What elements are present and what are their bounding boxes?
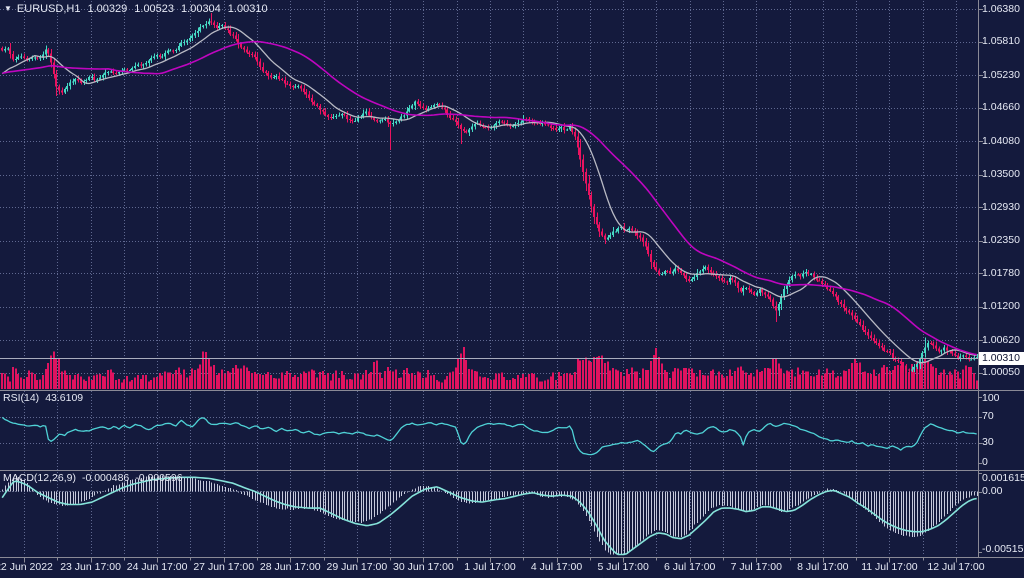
current-price-tag: 1.00310 (979, 352, 1024, 365)
time-axis-label: 7 Jul 17:00 (730, 561, 782, 573)
grid-layer (0, 1, 978, 556)
ma-fast-line (1, 26, 977, 364)
time-axis-label: 30 Jun 17:00 (393, 561, 454, 573)
price-axis-label: 1.03500 (982, 168, 1020, 181)
macd-name: MACD(12,26,9) (3, 471, 76, 484)
bar-high-value: 1.00523 (134, 3, 175, 15)
price-axis-label: 1.05810 (982, 35, 1020, 48)
time-axis-label: 4 Jul 17:00 (530, 561, 583, 573)
macd-signal-value: -0.000596 (135, 471, 183, 484)
ma-slow-line (2, 40, 977, 356)
chart-header: ▼ EURUSD,H1 1.00329 1.00523 1.00304 1.00310 (4, 3, 275, 16)
symbol-dropdown-icon[interactable]: ▼ (4, 4, 12, 13)
volume-layer (1, 347, 978, 389)
bar-close-value: 1.00310 (227, 3, 268, 15)
price-axis-label: 1.00620 (982, 333, 1020, 346)
time-axis-label: 29 Jun 17:00 (326, 561, 388, 573)
time-axis-label: 1 Jul 17:00 (464, 561, 516, 573)
price-axis-label: 1.01200 (982, 300, 1020, 313)
price-axis-label: 1.04660 (982, 101, 1020, 114)
bar-low-value: 1.00304 (181, 3, 221, 15)
macd-axis-label: 0.00 (982, 485, 1003, 497)
rsi-axis-label: 30 (982, 436, 994, 449)
rsi-indicator-label: RSI(14) 43.6109 (3, 392, 89, 405)
time-axis-label: 11 Jul 17:00 (861, 561, 918, 573)
panel-separators (0, 0, 1024, 558)
time-axis-label: 22 Jun 2022 (0, 561, 53, 573)
rsi-name: RSI(14) (3, 391, 40, 404)
rsi-axis-label: 0 (982, 456, 988, 468)
time-axis-label: 28 Jun 17:00 (259, 561, 321, 573)
time-axis-label: 24 Jun 17:00 (126, 561, 188, 573)
price-axis-label: 1.06380 (982, 2, 1020, 15)
price-axis-label: 1.05230 (982, 68, 1020, 81)
macd-main-value: -0.000486 (81, 471, 130, 484)
price-axis-label: 1.04080 (982, 134, 1020, 147)
axis-ticks (24, 9, 983, 563)
rsi-line (1, 416, 977, 456)
symbol-period-label: EURUSD,H1 (16, 3, 81, 15)
price-axis-label: 1.00050 (982, 366, 1020, 379)
price-axis-label: 1.02350 (982, 234, 1020, 247)
rsi-value: 43.6109 (45, 391, 84, 404)
macd-axis-label: 0.001615 (982, 472, 1024, 484)
time-axis-label: 6 Jul 17:00 (664, 561, 716, 573)
time-axis-label: 5 Jul 17:00 (597, 561, 649, 573)
time-axis-label: 27 Jun 17:00 (193, 561, 255, 573)
price-axis-label: 1.02930 (982, 200, 1020, 213)
bar-open-value: 1.00329 (87, 3, 128, 15)
rsi-axis-label: 70 (982, 410, 994, 423)
macd-indicator-label: MACD(12,26,9) -0.000486 -0.000596 (3, 472, 189, 485)
time-axis-label: 23 Jun 17:00 (60, 561, 121, 573)
time-axis-label: 12 Jul 17:00 (927, 561, 985, 573)
price-axis-label: 1.01780 (982, 266, 1020, 279)
macd-axis-label: -0.005157 (982, 543, 1024, 555)
time-axis-label: 8 Jul 17:00 (797, 561, 849, 573)
rsi-axis-label: 100 (982, 391, 1000, 404)
macd-signal-line (1, 476, 977, 556)
